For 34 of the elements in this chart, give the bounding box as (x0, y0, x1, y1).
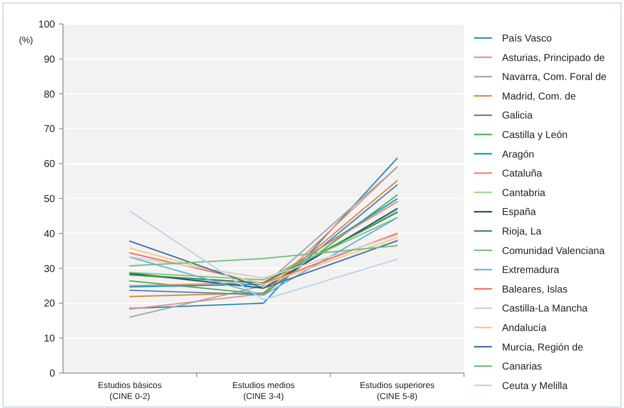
x-tick-label: Estudios básicos (CINE 0-2) (98, 380, 162, 401)
legend-label: Castilla y León (502, 130, 568, 141)
legend-label: Madrid, Com. de (502, 91, 576, 102)
legend-label: Navarra, Com. Foral de (502, 72, 607, 84)
legend-label: Cantabria (502, 188, 546, 199)
y-tick-label: 20 (44, 298, 56, 310)
legend-label: Aragón (502, 149, 534, 160)
y-tick-label: 60 (44, 159, 56, 170)
legend-label: País Vasco (502, 34, 552, 44)
legend-label: Canarias (502, 362, 542, 373)
legend-label: Baleares, Islas (502, 284, 568, 296)
legend-label: Andalucía (502, 323, 547, 334)
legend-label: Extremadura (502, 265, 560, 276)
legend-label: Comunidad Valenciana (502, 246, 606, 257)
y-tick-label: 70 (44, 124, 56, 136)
y-tick-label: 0 (49, 368, 56, 380)
legend-label: Murcia, Región de (502, 342, 584, 354)
legend-label: Galicia (502, 110, 534, 122)
legend-label: Rioja, La (502, 226, 542, 238)
legend-label: Castilla-La Mancha (502, 304, 588, 315)
y-axis-title: (%) (19, 35, 33, 45)
y-tick-label: 10 (44, 334, 56, 345)
x-tick-label: Estudios superiores (CINE 5-8) (360, 380, 434, 401)
y-tick-label: 30 (44, 264, 56, 275)
y-tick-label: 90 (44, 54, 56, 66)
x-tick-label: Estudios medios (CINE 3-4) (232, 380, 295, 401)
y-tick-label: 40 (44, 228, 56, 240)
legend-label: Ceuta y Melilla (502, 380, 568, 392)
y-tick-label: 100 (38, 20, 56, 30)
legend-label: Cataluña (502, 168, 542, 180)
legend-label: Asturias, Principado de (502, 52, 606, 64)
y-tick-label: 50 (44, 194, 56, 205)
y-tick-label: 80 (44, 89, 56, 100)
legend-label: España (502, 207, 536, 218)
